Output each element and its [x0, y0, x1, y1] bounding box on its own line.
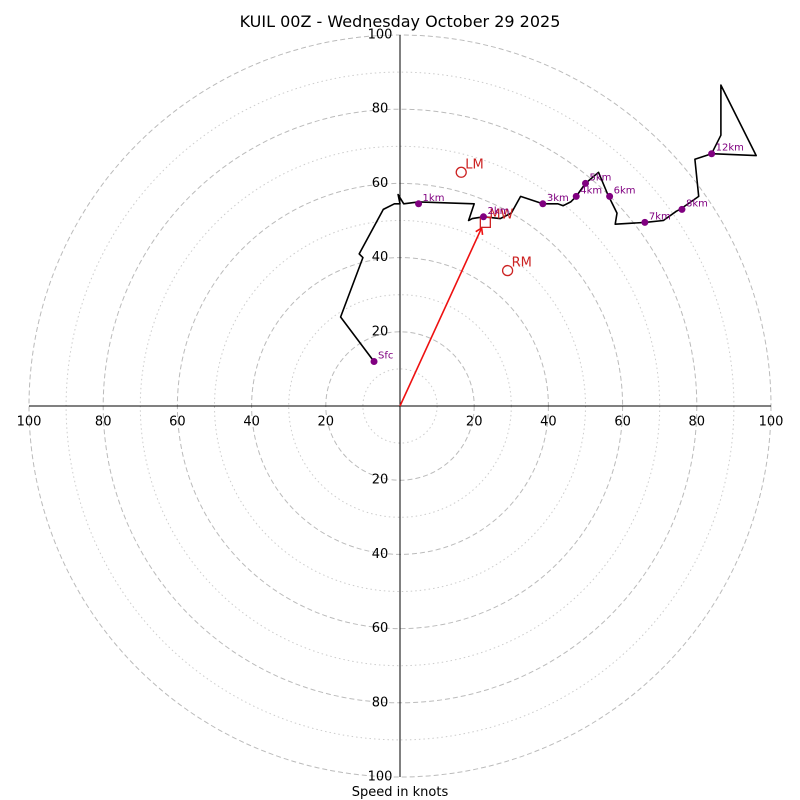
height-marker-sfc	[370, 357, 378, 365]
height-marker-12km	[708, 150, 716, 158]
y-tick-pos-80: 80	[372, 102, 389, 117]
height-label-7km: 7km	[649, 211, 671, 222]
storm-motion-lm-marker	[455, 166, 467, 178]
y-tick-neg-60: 60	[372, 621, 389, 636]
height-label-sfc: Sfc	[378, 350, 393, 361]
height-marker-1km	[415, 200, 423, 208]
y-tick-pos-20: 20	[372, 324, 389, 339]
wind-trace-layer	[339, 84, 758, 362]
x-tick-pos-100: 100	[759, 415, 784, 430]
x-tick-neg-40: 40	[243, 415, 260, 430]
y-tick-neg-80: 80	[372, 695, 389, 710]
height-label-6km: 6km	[614, 185, 636, 196]
height-label-12km: 12km	[716, 143, 744, 154]
storm-motion-lm-label: LM	[465, 157, 483, 172]
x-tick-neg-60: 60	[169, 415, 186, 430]
x-axis-label: Speed in knots	[352, 785, 449, 800]
x-tick-neg-80: 80	[95, 415, 112, 430]
height-marker-2km	[479, 213, 487, 221]
wind-trace-line	[339, 84, 758, 362]
height-label-8km: 8km	[686, 198, 708, 209]
height-marker-3km	[539, 200, 547, 208]
height-marker-4km	[572, 192, 580, 200]
storm-motion-rm-marker	[501, 264, 514, 277]
y-tick-neg-20: 20	[372, 473, 389, 488]
y-tick-pos-40: 40	[372, 250, 389, 265]
height-label-3km: 3km	[547, 193, 569, 204]
height-label-4km: 4km	[580, 185, 602, 196]
x-tick-pos-20: 20	[466, 415, 483, 430]
height-marker-8km	[678, 205, 686, 213]
height-label-1km: 1km	[423, 193, 445, 204]
height-marker-5km	[582, 179, 589, 187]
shear-vector-layer	[399, 226, 484, 407]
x-tick-pos-60: 60	[614, 415, 631, 430]
x-tick-neg-20: 20	[318, 415, 335, 430]
height-label-5km: 5km	[590, 172, 612, 183]
shear-vector-line	[399, 227, 483, 407]
height-marker-7km	[641, 218, 649, 226]
y-tick-neg-100: 100	[368, 770, 393, 785]
height-marker-6km	[606, 192, 614, 200]
y-tick-pos-60: 60	[372, 176, 389, 191]
height-label-2km: 2km	[487, 206, 509, 217]
x-tick-pos-40: 40	[540, 415, 557, 430]
storm-motion-rm-label: RM	[512, 256, 532, 271]
y-tick-neg-40: 40	[372, 547, 389, 562]
chart-title: KUIL 00Z - Wednesday October 29 2025	[240, 12, 561, 31]
y-tick-pos-100: 100	[368, 28, 393, 43]
x-tick-neg-100: 100	[17, 415, 42, 430]
storm-motion-mw-label: MW	[489, 207, 513, 222]
tick-labels: 100 80 60 40 20 20 40 60 80 100 20 40 60 80 100 20 40 60 8…	[17, 28, 784, 785]
x-tick-pos-80: 80	[689, 415, 706, 430]
